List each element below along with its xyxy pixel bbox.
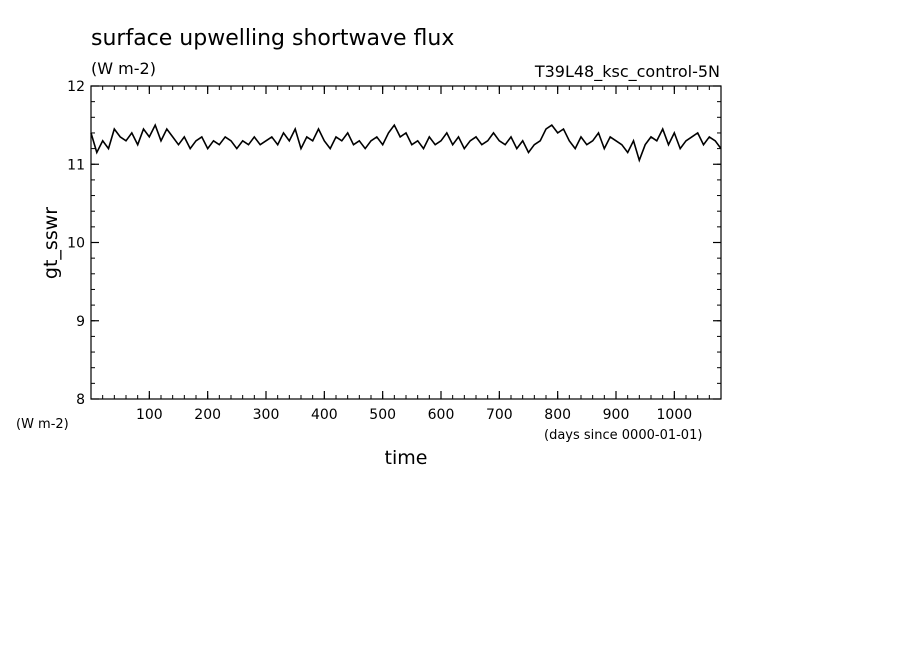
series-line (90, 123, 722, 163)
x-tick-label: 100 (136, 407, 163, 423)
x-tick-label: 300 (253, 407, 280, 423)
x-axis: 100 200 300 400 500 600 700 800 900 1000 (90, 86, 722, 423)
y-axis-label: gt_sswr (40, 207, 62, 279)
x-tick-label: 900 (603, 407, 630, 423)
x-tick-label: 1000 (657, 407, 693, 423)
y-tick-label: 8 (76, 392, 85, 408)
x-tick-label: 700 (486, 407, 513, 423)
x-tick-label: 800 (544, 407, 571, 423)
y-tick-label: 9 (76, 314, 85, 330)
y-axis: 8 9 10 11 12 (67, 79, 721, 408)
x-tick-label: 500 (369, 407, 396, 423)
x-tick-label: 200 (194, 407, 221, 423)
chart-units: (W m-2) (91, 59, 156, 78)
x-tick-label: 400 (311, 407, 338, 423)
x-axis-label: time (385, 447, 428, 469)
x-tick-label: 600 (428, 407, 455, 423)
y-tick-label: 12 (67, 79, 85, 95)
chart-title: surface upwelling shortwave flux (91, 26, 454, 51)
y-tick-label: 10 (67, 236, 85, 252)
y-tick-label: 11 (67, 157, 85, 173)
y-axis-units: (W m-2) (16, 417, 69, 432)
plot-frame (90, 85, 722, 400)
x-axis-units: (days since 0000-01-01) (544, 428, 702, 443)
run-label: T39L48_ksc_control-5N (534, 62, 720, 82)
